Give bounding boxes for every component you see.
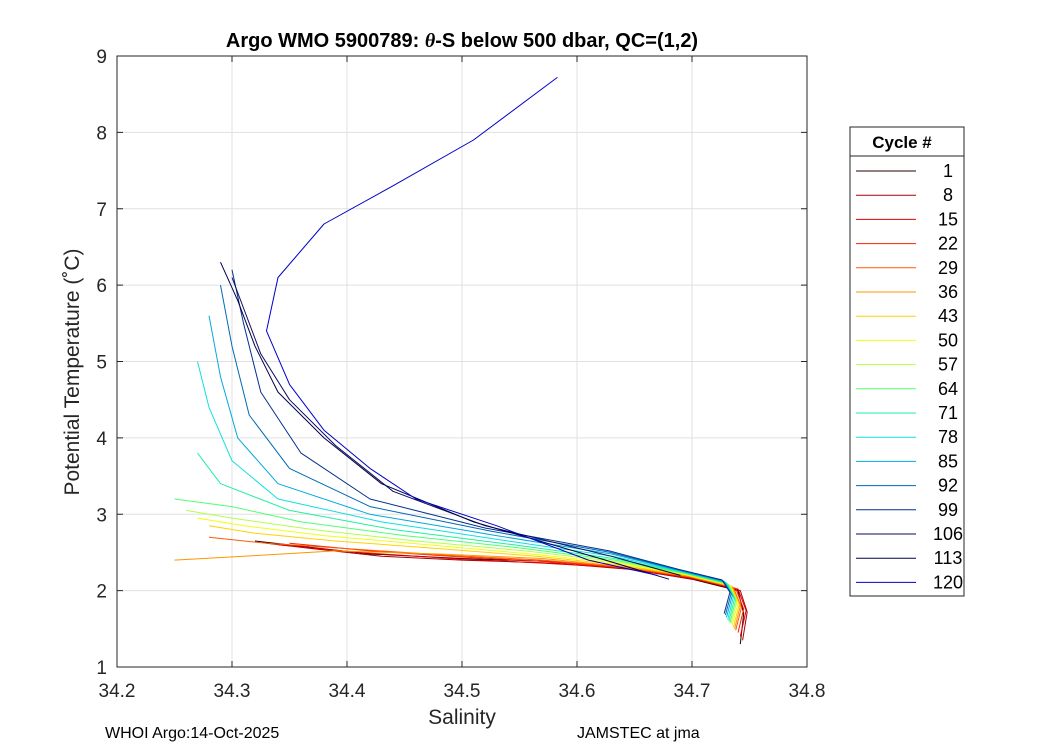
legend-label-106: 106 [933,524,963,544]
series-line-cycle-120 [266,76,658,576]
x-tick-label: 34.7 [674,681,711,702]
x-tick-label: 34.2 [99,681,136,702]
legend-label-43: 43 [938,306,958,326]
legend-label-92: 92 [938,476,958,496]
x-tick-label: 34.3 [214,681,251,702]
legend-label-1: 1 [943,161,953,181]
legend-label-29: 29 [938,258,958,278]
legend-label-85: 85 [938,451,958,471]
legend-label-22: 22 [938,234,958,254]
series-line-cycle-113 [220,261,670,580]
legend-label-50: 50 [938,330,958,350]
legend-box [849,126,965,597]
grid-lines [117,56,807,667]
legend-label-8: 8 [943,185,953,205]
series-line-cycle-36 [174,550,741,629]
footer-left: WHOI Argo:14-Oct-2025 [105,725,280,742]
x-tick-label: 34.6 [559,681,596,702]
legend-label-57: 57 [938,355,958,375]
legend-label-71: 71 [938,403,958,423]
y-tick-label: 8 [96,123,107,144]
y-tick-label: 4 [96,429,107,450]
x-axis-label: Salinity [428,706,496,729]
y-tick-label: 6 [96,276,107,297]
series-line-cycle-78 [197,361,734,620]
y-axis-label: Potential Temperature (˚C) [61,248,84,495]
x-tick-label: 34.4 [329,681,366,702]
series-line-cycle-43 [208,525,740,628]
x-tick-label: 34.5 [444,681,481,702]
series-line-cycle-106 [231,277,681,576]
legend-label-15: 15 [938,209,958,229]
series-line-cycle-71 [197,452,736,622]
chart-title: Argo WMO 5900789: θ-S below 500 dbar, QC… [226,30,698,52]
legend-label-113: 113 [934,548,963,568]
legend: Cycle # 1 8 15 22 29 36 43 50 57 64 71 78 85 92 99 106 1… [849,126,965,597]
footer-right: JAMSTEC at jma [577,725,700,742]
y-tick-label: 1 [96,658,107,679]
axis-ticks: 34.2 34.3 34.4 34.5 34.6 34.7 34.8 1 2 3 4 5 6 7 8 9 [96,47,825,702]
series-lines [174,76,748,645]
series-line-cycle-99 [231,269,731,614]
series-line-cycle-29 [208,536,742,631]
y-tick-label: 5 [96,353,107,374]
series-line-cycle-22 [289,542,745,633]
legend-label-78: 78 [938,427,958,447]
legend-title: Cycle # [872,133,932,152]
legend-label-99: 99 [938,500,958,520]
legend-label-64: 64 [938,379,958,399]
legend-label-120: 120 [933,572,963,592]
y-tick-label: 9 [96,47,107,68]
y-tick-label: 3 [96,505,107,526]
y-tick-label: 7 [96,200,107,221]
series-line-cycle-50 [197,517,739,626]
y-tick-label: 2 [96,582,107,603]
series-line-cycle-64 [174,498,737,623]
x-tick-label: 34.8 [789,681,826,702]
legend-label-36: 36 [938,282,958,302]
